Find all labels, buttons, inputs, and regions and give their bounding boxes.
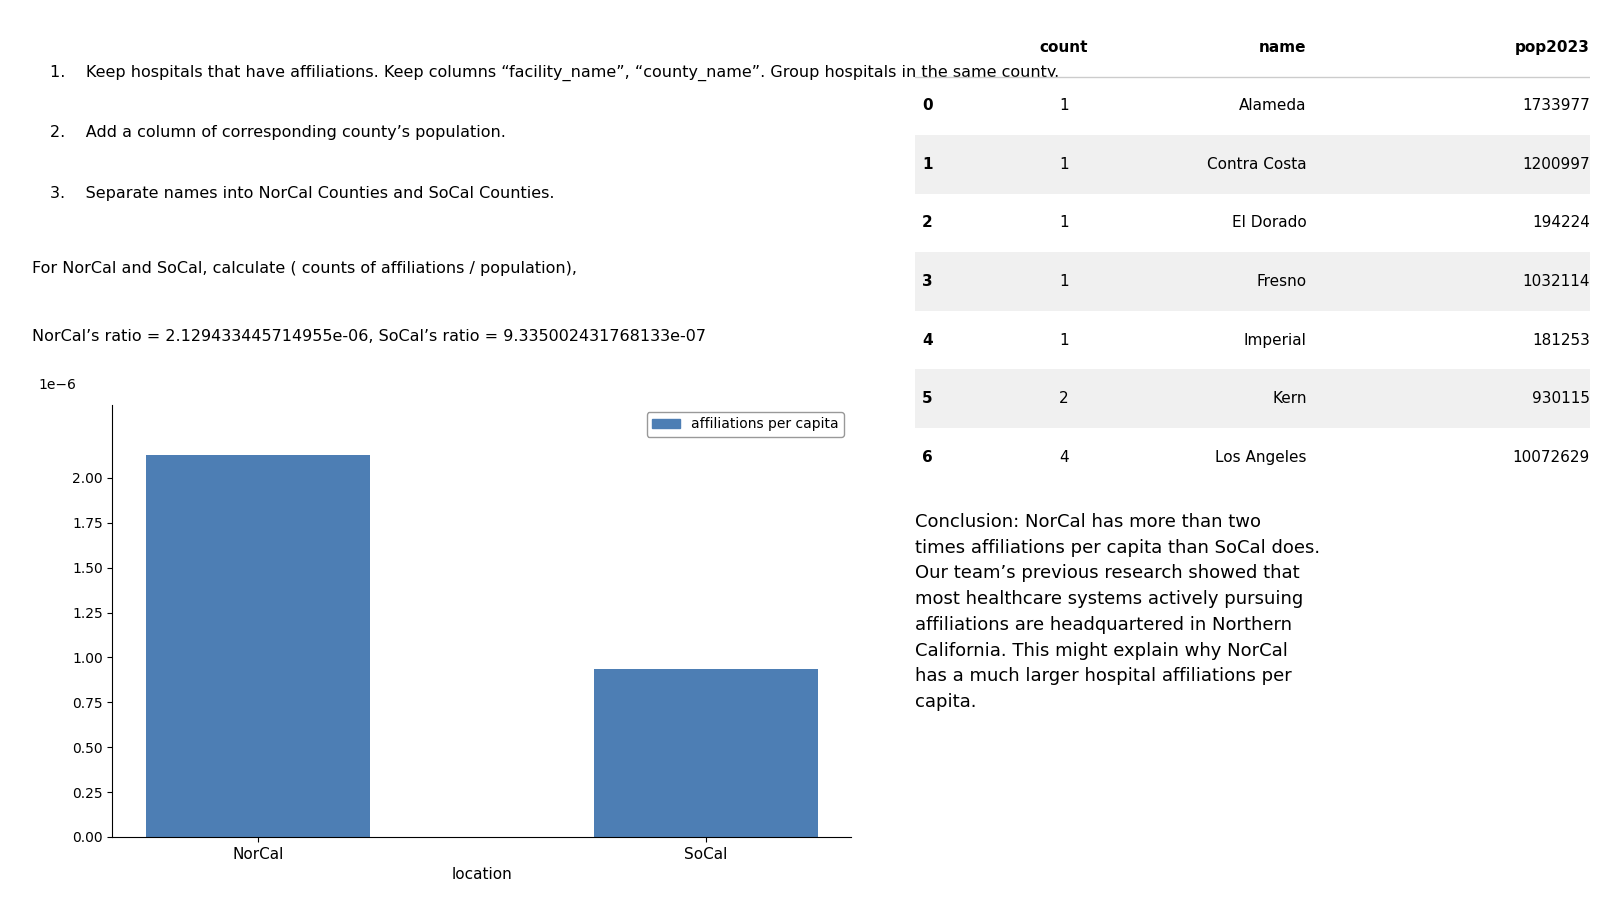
Text: 1032114: 1032114 xyxy=(1522,274,1589,289)
Text: 2.    Add a column of corresponding county’s population.: 2. Add a column of corresponding county’… xyxy=(50,125,506,140)
Legend: affiliations per capita: affiliations per capita xyxy=(647,412,844,437)
Text: Fresno: Fresno xyxy=(1255,274,1306,289)
Text: 0: 0 xyxy=(921,98,933,113)
Text: name: name xyxy=(1258,40,1306,55)
Text: 2: 2 xyxy=(1058,392,1067,406)
Text: For NorCal and SoCal, calculate ( counts of affiliations / population),: For NorCal and SoCal, calculate ( counts… xyxy=(32,261,576,276)
Text: 1: 1 xyxy=(921,157,933,172)
Text: Kern: Kern xyxy=(1271,392,1306,406)
Text: 4: 4 xyxy=(1058,450,1067,464)
Text: Imperial: Imperial xyxy=(1242,332,1306,347)
Text: 1: 1 xyxy=(1058,274,1067,289)
Text: 1200997: 1200997 xyxy=(1522,157,1589,172)
Bar xyxy=(915,194,1589,252)
Text: 5: 5 xyxy=(921,392,933,406)
Text: El Dorado: El Dorado xyxy=(1231,215,1306,230)
Text: Los Angeles: Los Angeles xyxy=(1215,450,1306,464)
Text: 1e−6: 1e−6 xyxy=(39,378,77,392)
Text: pop2023: pop2023 xyxy=(1514,40,1589,55)
Text: 930115: 930115 xyxy=(1531,392,1589,406)
Text: 194224: 194224 xyxy=(1531,215,1589,230)
Text: 4: 4 xyxy=(921,332,933,347)
Text: 3.    Separate names into NorCal Counties and SoCal Counties.: 3. Separate names into NorCal Counties a… xyxy=(50,185,554,201)
Text: 2: 2 xyxy=(921,215,933,230)
Text: 181253: 181253 xyxy=(1531,332,1589,347)
Text: 1733977: 1733977 xyxy=(1522,98,1589,113)
X-axis label: location: location xyxy=(451,868,512,882)
Bar xyxy=(146,454,369,837)
Text: Alameda: Alameda xyxy=(1239,98,1306,113)
Text: 1: 1 xyxy=(1058,215,1067,230)
Bar xyxy=(594,670,817,837)
Text: 1: 1 xyxy=(1058,98,1067,113)
Text: 6: 6 xyxy=(921,450,933,464)
Text: Contra Costa: Contra Costa xyxy=(1207,157,1306,172)
Bar xyxy=(915,369,1589,428)
Bar xyxy=(915,310,1589,369)
Text: Conclusion: NorCal has more than two
times affiliations per capita than SoCal do: Conclusion: NorCal has more than two tim… xyxy=(915,513,1319,711)
Text: 1: 1 xyxy=(1058,157,1067,172)
Text: 10072629: 10072629 xyxy=(1512,450,1589,464)
Bar xyxy=(915,135,1589,194)
Text: 1.    Keep hospitals that have affiliations. Keep columns “facility_name”, “coun: 1. Keep hospitals that have affiliations… xyxy=(50,65,1058,81)
Bar xyxy=(915,76,1589,135)
Bar xyxy=(915,428,1589,486)
Text: count: count xyxy=(1038,40,1087,55)
Text: 3: 3 xyxy=(921,274,933,289)
Text: NorCal’s ratio = 2.129433445714955e-06, SoCal’s ratio = 9.335002431768133e-07: NorCal’s ratio = 2.129433445714955e-06, … xyxy=(32,329,706,345)
Bar xyxy=(915,252,1589,310)
Text: 1: 1 xyxy=(1058,332,1067,347)
